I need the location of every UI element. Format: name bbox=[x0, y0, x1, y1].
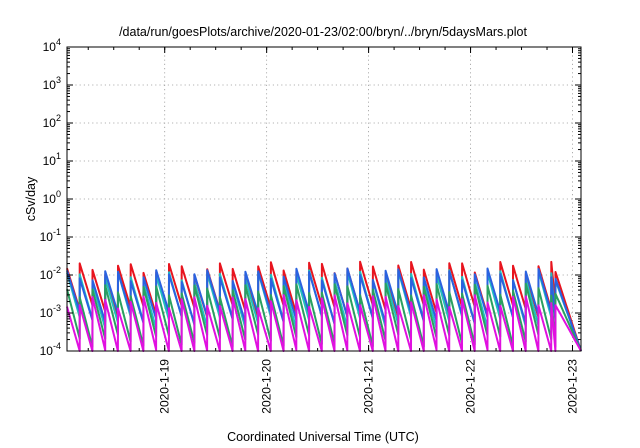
y-tick-label: 101 bbox=[43, 151, 61, 168]
series-line-5 bbox=[66, 294, 582, 352]
grid bbox=[67, 47, 581, 351]
y-tick-label: 100 bbox=[43, 189, 61, 206]
x-axis-label: Coordinated Universal Time (UTC) bbox=[227, 430, 419, 444]
x-tick-label: 2020-1-22 bbox=[464, 359, 478, 414]
x-tick-label: 2020-1-19 bbox=[158, 359, 172, 414]
y-tick-label: 10-4 bbox=[40, 341, 61, 358]
y-tick-label: 103 bbox=[43, 75, 61, 92]
x-tick-label: 2020-1-20 bbox=[260, 359, 274, 414]
y-tick-label: 10-1 bbox=[40, 227, 61, 244]
chart-title: /data/run/goesPlots/archive/2020-01-23/0… bbox=[119, 25, 527, 39]
x-tick-label: 2020-1-23 bbox=[566, 359, 580, 414]
y-tick-label: 10-2 bbox=[40, 265, 61, 282]
axis-ticks bbox=[67, 46, 581, 352]
y-tick-label: 10-3 bbox=[40, 303, 61, 320]
y-tick-label: 102 bbox=[43, 113, 61, 130]
y-axis-label: cSv/day bbox=[24, 176, 38, 221]
x-tick-labels: 2020-1-19 2020-1-20 2020-1-21 2020-1-22 2020… bbox=[158, 359, 580, 414]
x-tick-label: 2020-1-21 bbox=[362, 359, 376, 414]
y-tick-labels: 10-4 10-3 10-2 10-1 100 101 102 103 104 bbox=[40, 37, 61, 358]
y-tick-label: 104 bbox=[43, 37, 61, 54]
